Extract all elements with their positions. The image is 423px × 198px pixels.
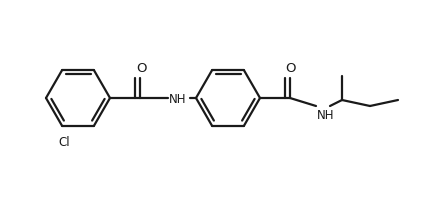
Text: O: O [286,62,296,75]
Text: NH: NH [169,92,187,106]
Text: Cl: Cl [58,136,70,149]
Text: O: O [136,62,146,75]
Text: NH: NH [317,109,335,122]
